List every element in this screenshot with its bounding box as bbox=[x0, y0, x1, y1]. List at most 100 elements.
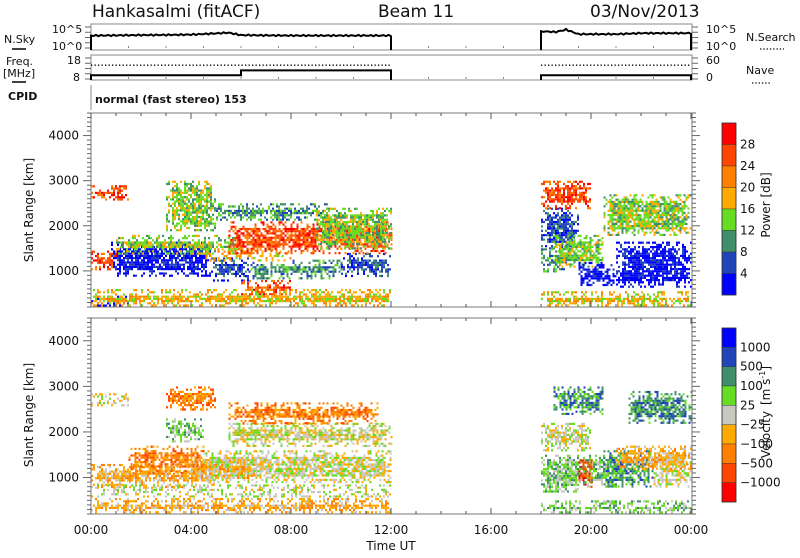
data-cell bbox=[231, 268, 233, 270]
data-cell bbox=[591, 271, 593, 273]
data-cell bbox=[190, 194, 192, 196]
data-cell bbox=[330, 217, 332, 219]
data-cell bbox=[119, 264, 121, 266]
data-cell bbox=[173, 264, 175, 266]
data-cell bbox=[177, 261, 179, 263]
data-cell bbox=[206, 229, 208, 231]
data-cell bbox=[183, 268, 185, 270]
data-cell bbox=[592, 239, 594, 241]
data-cell bbox=[192, 201, 194, 203]
data-cell bbox=[359, 298, 361, 300]
data-cell bbox=[109, 298, 111, 300]
data-cell bbox=[200, 190, 202, 192]
data-cell bbox=[386, 245, 388, 247]
data-cell bbox=[155, 248, 157, 250]
data-cell bbox=[198, 190, 200, 192]
data-cell bbox=[196, 214, 198, 216]
data-cell bbox=[328, 241, 330, 243]
data-cell bbox=[145, 261, 147, 263]
data-cell bbox=[376, 228, 378, 230]
data-cell bbox=[301, 273, 303, 275]
data-cell bbox=[265, 271, 267, 273]
data-cell bbox=[208, 244, 210, 246]
data-cell bbox=[194, 198, 196, 200]
data-cell bbox=[125, 300, 127, 302]
data-cell bbox=[351, 271, 353, 273]
data-cell bbox=[332, 232, 334, 234]
data-cell bbox=[274, 214, 276, 216]
data-cell bbox=[338, 212, 340, 214]
data-cell bbox=[285, 298, 287, 300]
data-cell bbox=[632, 272, 634, 274]
data-cell bbox=[206, 201, 208, 203]
data-cell bbox=[652, 277, 654, 279]
data-cell bbox=[259, 239, 261, 241]
data-cell bbox=[219, 298, 221, 300]
data-cell bbox=[574, 239, 576, 241]
data-cell bbox=[235, 273, 237, 275]
data-cell bbox=[227, 296, 229, 298]
data-cell bbox=[638, 279, 640, 281]
data-cell bbox=[384, 241, 386, 243]
data-cell bbox=[646, 270, 648, 272]
data-cell bbox=[326, 230, 328, 232]
data-cell bbox=[638, 242, 640, 244]
data-cell bbox=[137, 261, 139, 263]
data-cell bbox=[290, 214, 292, 216]
data-cell bbox=[93, 296, 95, 298]
data-cell bbox=[265, 250, 267, 252]
data-cell bbox=[186, 196, 188, 198]
data-cell bbox=[107, 251, 109, 253]
data-cell bbox=[632, 250, 634, 252]
data-cell bbox=[628, 286, 630, 288]
data-cell bbox=[263, 228, 265, 230]
data-cell bbox=[202, 190, 204, 192]
data-cell bbox=[666, 250, 668, 252]
data-cell bbox=[238, 255, 240, 257]
data-cell bbox=[313, 246, 315, 248]
data-cell bbox=[220, 244, 222, 246]
data-cell bbox=[168, 244, 170, 246]
data-cell bbox=[136, 248, 138, 250]
data-cell bbox=[597, 264, 599, 266]
data-cell bbox=[322, 221, 324, 223]
data-cell bbox=[613, 269, 615, 271]
data-cell bbox=[316, 212, 318, 214]
data-cell bbox=[318, 210, 320, 212]
data-cell bbox=[178, 241, 180, 243]
data-cell bbox=[307, 271, 309, 273]
data-cell bbox=[549, 225, 551, 227]
data-cell bbox=[265, 296, 267, 298]
data-cell bbox=[255, 287, 257, 289]
data-cell bbox=[257, 298, 259, 300]
data-cell bbox=[672, 248, 674, 250]
data-cell bbox=[609, 282, 611, 284]
data-cell bbox=[676, 270, 678, 272]
data-cell bbox=[594, 255, 596, 257]
data-cell bbox=[113, 291, 115, 293]
data-cell bbox=[135, 253, 137, 255]
data-cell bbox=[144, 241, 146, 243]
data-cell bbox=[109, 300, 111, 302]
data-cell bbox=[287, 300, 289, 302]
data-cell bbox=[195, 266, 197, 268]
data-cell bbox=[648, 264, 650, 266]
data-cell bbox=[275, 296, 277, 298]
data-cell bbox=[176, 187, 178, 189]
data-cell bbox=[195, 300, 197, 302]
data-cell bbox=[225, 262, 227, 264]
data-cell bbox=[243, 296, 245, 298]
data-cell bbox=[345, 302, 347, 304]
data-cell bbox=[630, 283, 632, 285]
data-cell bbox=[272, 203, 274, 205]
data-cell bbox=[219, 264, 221, 266]
data-cell bbox=[247, 284, 249, 286]
data-cell bbox=[382, 228, 384, 230]
data-cell bbox=[568, 257, 570, 259]
data-cell bbox=[324, 225, 326, 227]
data-cell bbox=[311, 302, 313, 304]
data-cell bbox=[553, 217, 555, 219]
data-cell bbox=[173, 255, 175, 257]
data-cell bbox=[668, 279, 670, 281]
data-cell bbox=[289, 298, 291, 300]
